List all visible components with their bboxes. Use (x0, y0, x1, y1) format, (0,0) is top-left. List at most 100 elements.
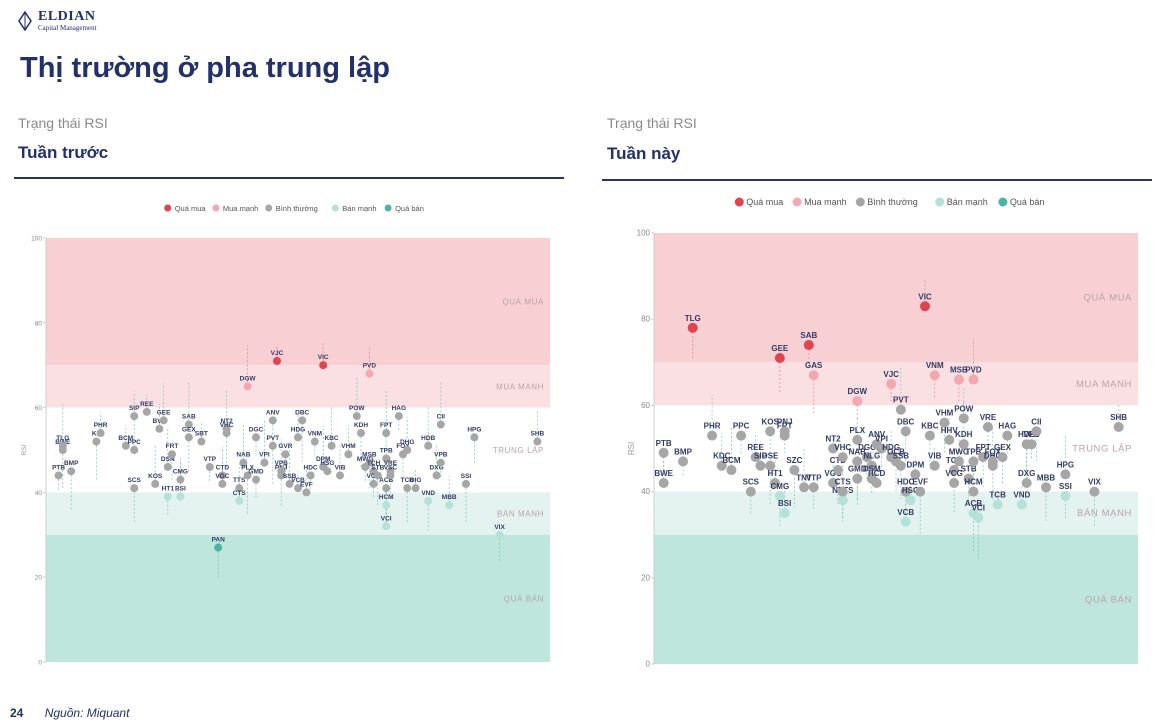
data-point (736, 430, 747, 441)
point-label: TCB (401, 477, 415, 484)
point-label: VCG (367, 473, 381, 480)
data-point (470, 433, 479, 442)
data-point (982, 421, 993, 432)
data-point (319, 361, 328, 370)
data-point (130, 412, 139, 421)
data-point (298, 416, 307, 425)
point-label: HDC (304, 464, 318, 471)
data-point (436, 420, 445, 429)
point-label: VJC (883, 370, 899, 379)
data-point (436, 458, 445, 467)
data-point (963, 473, 974, 484)
data-point (121, 441, 130, 450)
legend-swatch (792, 197, 802, 207)
data-point (707, 430, 718, 441)
point-label: HT1 (162, 486, 175, 493)
data-point (424, 496, 433, 505)
zone-label: MUA MẠNH (1076, 379, 1132, 390)
point-label: SHB (531, 431, 545, 438)
data-point (382, 429, 391, 438)
legend-item: Mua mạnh (792, 197, 847, 207)
zone-label: QUÁ BÁN (504, 594, 544, 603)
point-label: VHM (936, 409, 954, 418)
data-point (1002, 430, 1013, 441)
data-point (770, 477, 780, 488)
point-label: DSM (863, 465, 881, 474)
point-label: PVT (266, 435, 279, 442)
data-point (779, 426, 790, 437)
data-point (239, 458, 248, 467)
data-point (235, 496, 244, 505)
y-tick-label: 60 (641, 401, 650, 410)
data-point (765, 460, 776, 471)
data-point (973, 512, 984, 523)
data-point (445, 501, 454, 510)
data-point (837, 495, 848, 506)
legend-item: Quá bán (384, 204, 424, 213)
data-point (294, 433, 302, 442)
data-point (944, 434, 955, 445)
data-point (876, 443, 887, 454)
footer: 24 Nguồn: Miquant (10, 706, 129, 720)
point-label: NAB (849, 447, 867, 456)
legend-item: Quá bán (998, 197, 1044, 207)
zone-label: TRUNG LẬP (493, 446, 544, 455)
data-point (832, 465, 843, 476)
data-point (58, 441, 67, 450)
data-point (357, 429, 365, 438)
y-axis-label: RSI (627, 442, 636, 455)
data-point (828, 477, 839, 488)
point-label: TPB (965, 447, 981, 456)
zone-label: BÁN MẠNH (497, 510, 544, 519)
point-label: VPB (434, 452, 448, 459)
point-label: STB (961, 465, 977, 474)
point-label: DSE (762, 452, 779, 461)
point-label: TCB (989, 491, 1006, 500)
point-label: VJC (271, 350, 284, 357)
data-point (765, 426, 776, 437)
data-point (403, 484, 412, 493)
legend-item: Quá mua (164, 204, 206, 213)
chart-legend: Quá mua Mua mạnh Bình thường Bán mạnh Quá bá… (164, 204, 424, 213)
legend-item: Quá mua (734, 197, 783, 207)
point-label: VIC (318, 354, 329, 361)
point-label: HPG (467, 426, 481, 433)
point-label: KBC (325, 435, 339, 442)
data-point (789, 465, 800, 476)
point-label: KDH (955, 430, 973, 439)
point-label: KDC (713, 452, 731, 461)
point-label: NAB (236, 452, 250, 459)
data-point (184, 433, 193, 442)
zone-band (654, 491, 1138, 535)
data-point (197, 437, 206, 446)
data-point (900, 486, 911, 497)
data-point (268, 441, 277, 450)
data-point (382, 484, 391, 493)
point-label: PPC (733, 422, 750, 431)
data-point (978, 452, 989, 463)
point-label: PHR (94, 422, 108, 429)
point-label: CMG (771, 482, 790, 491)
y-tick-label: 40 (35, 490, 43, 497)
data-point (987, 456, 998, 467)
data-point (159, 416, 168, 425)
data-point (533, 437, 542, 446)
data-point (54, 471, 63, 480)
data-point (1060, 469, 1071, 480)
zone-band (654, 534, 1138, 664)
point-label: MWG (357, 456, 374, 463)
point-label: VIB (335, 464, 346, 471)
data-point (900, 426, 911, 437)
zone-band (654, 233, 1138, 363)
zone-band (46, 534, 550, 662)
point-label: PTB (52, 464, 65, 471)
y-axis-label: RSI (21, 444, 28, 455)
point-label: MWG (949, 447, 969, 456)
point-label: NT2 (826, 435, 842, 444)
zone-label: QUÁ MUA (502, 298, 544, 307)
point-label: BSI (175, 486, 186, 493)
data-point (327, 441, 336, 450)
point-label: SZC (786, 456, 802, 465)
point-label: DPM (316, 456, 330, 463)
data-point (268, 416, 277, 425)
